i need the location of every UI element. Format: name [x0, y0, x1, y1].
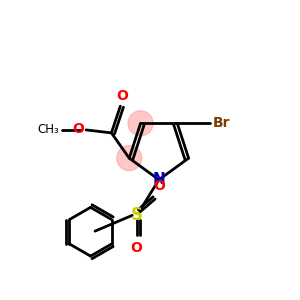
Text: S: S: [130, 206, 142, 224]
Circle shape: [117, 146, 142, 171]
Text: O: O: [153, 179, 165, 193]
Text: Br: Br: [213, 116, 230, 130]
Text: O: O: [116, 88, 128, 103]
Circle shape: [128, 111, 153, 136]
Text: O: O: [72, 122, 84, 136]
Text: O: O: [131, 241, 142, 255]
Text: CH₃: CH₃: [38, 123, 59, 136]
Text: N: N: [152, 172, 165, 187]
